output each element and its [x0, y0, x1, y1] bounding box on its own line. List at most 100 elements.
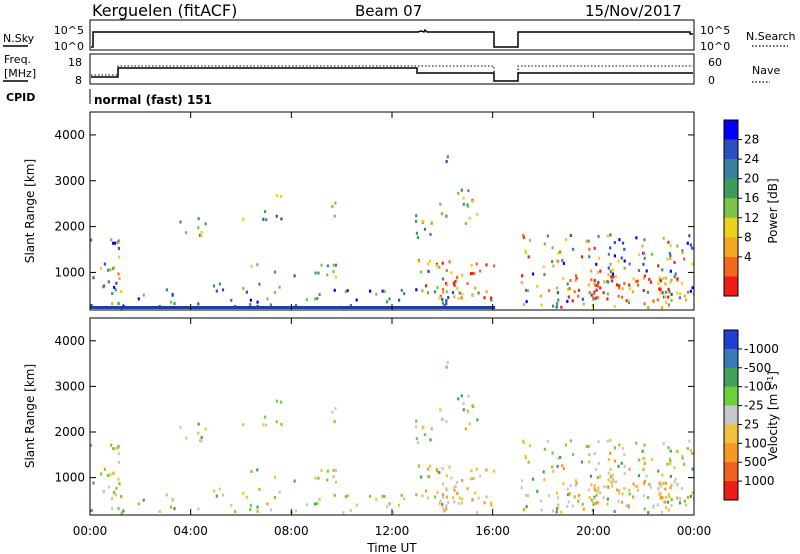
velocity-cell [467, 394, 470, 398]
velocity-cell [665, 506, 668, 510]
power-cell [106, 268, 110, 272]
velocity-cell [90, 509, 93, 513]
power-cell [397, 298, 401, 302]
power-cell [562, 261, 565, 265]
power-cell [454, 279, 457, 283]
power-cell [455, 275, 459, 279]
power-cell [609, 270, 612, 274]
power-cell [581, 297, 584, 301]
velocity-cell [668, 457, 671, 461]
velocity-cell [464, 427, 467, 431]
power-cell [627, 299, 630, 303]
velocity-cell [90, 443, 93, 447]
velocity-cell [680, 486, 684, 490]
power-cell [577, 288, 581, 292]
velocity-cell [242, 491, 245, 495]
velocity-cell [117, 452, 121, 456]
velocity-cell [609, 451, 612, 455]
power-cell [280, 195, 283, 199]
velocity-cell [670, 497, 673, 501]
power-cell [686, 241, 689, 245]
velocity-cell [117, 460, 121, 464]
power-cell [539, 294, 543, 298]
power-cell [610, 279, 614, 283]
power-cell [522, 234, 525, 238]
velocity-cell [658, 481, 661, 485]
power-cell [582, 302, 585, 306]
ytick-label: 2000 [54, 425, 85, 439]
power-cell [635, 236, 638, 240]
velocity-cell [316, 502, 319, 506]
power-cell [441, 297, 444, 301]
power-cell [403, 292, 406, 296]
power-cell [447, 296, 450, 300]
power-cell [467, 189, 470, 193]
power-cell [438, 296, 441, 300]
power-cell [542, 265, 545, 269]
power-cell [334, 201, 337, 205]
power-cell [273, 290, 277, 294]
power-cell [628, 262, 631, 266]
power-cell [689, 289, 692, 293]
colorbar-tick-label: 24 [744, 152, 759, 166]
power-cell [441, 290, 445, 294]
velocity-cell [556, 507, 559, 511]
power-cell [334, 275, 338, 279]
velocity-cell [602, 496, 605, 500]
velocity-cell [576, 499, 580, 503]
power-cell [543, 273, 546, 277]
power-cell [643, 256, 646, 260]
power-cell [90, 304, 93, 308]
power-cell [668, 290, 671, 294]
velocity-cell [594, 488, 597, 492]
power-cell [618, 238, 621, 242]
velocity-cell [445, 365, 448, 369]
velocity-cell [689, 448, 692, 452]
velocity-cell [589, 474, 593, 478]
power-cell [114, 241, 117, 245]
velocity-cell [628, 467, 631, 471]
power-cell [597, 256, 600, 260]
colorbar-tick-label: 1000 [744, 474, 775, 488]
velocity-cell [475, 467, 478, 471]
velocity-cell [609, 438, 612, 442]
velocity-cell [669, 459, 672, 463]
velocity-cell [531, 477, 535, 481]
velocity-cell [472, 405, 475, 409]
power-cell [664, 276, 667, 280]
power-cell [627, 301, 631, 305]
power-cell [575, 276, 578, 280]
power-cell [667, 295, 670, 299]
velocity-cell [441, 493, 445, 497]
power-cell [670, 298, 673, 302]
velocity-ylabel: Slant Range [km] [23, 364, 37, 468]
power-cell [440, 212, 443, 216]
power-cell [388, 297, 391, 301]
power-cell [436, 264, 439, 268]
velocity-cell [612, 480, 615, 484]
power-cell [566, 282, 569, 286]
power-cell [612, 275, 615, 279]
power-cell [636, 283, 640, 287]
power-cell [112, 266, 116, 270]
velocity-cell [469, 477, 473, 481]
nave-tick-bottom: 0 [708, 74, 715, 87]
velocity-cell [427, 475, 430, 479]
power-cell [617, 294, 620, 298]
xtick-label: 12:00 [375, 524, 410, 538]
colorbar-swatch [724, 120, 738, 140]
velocity-cell [221, 493, 225, 497]
power-cell [606, 234, 609, 238]
power-cell [446, 283, 449, 287]
colorbar-swatch [724, 198, 738, 219]
velocity-cell [669, 449, 672, 453]
plot-title: Kerguelen (fitACF) [92, 1, 237, 20]
velocity-cell [185, 436, 188, 440]
velocity-cell [669, 474, 672, 478]
power-cell [439, 202, 442, 206]
velocity-cell [614, 480, 618, 484]
power-cell [609, 262, 612, 266]
velocity-cell [527, 460, 530, 464]
velocity-cell [415, 419, 418, 423]
power-cell [305, 298, 308, 302]
